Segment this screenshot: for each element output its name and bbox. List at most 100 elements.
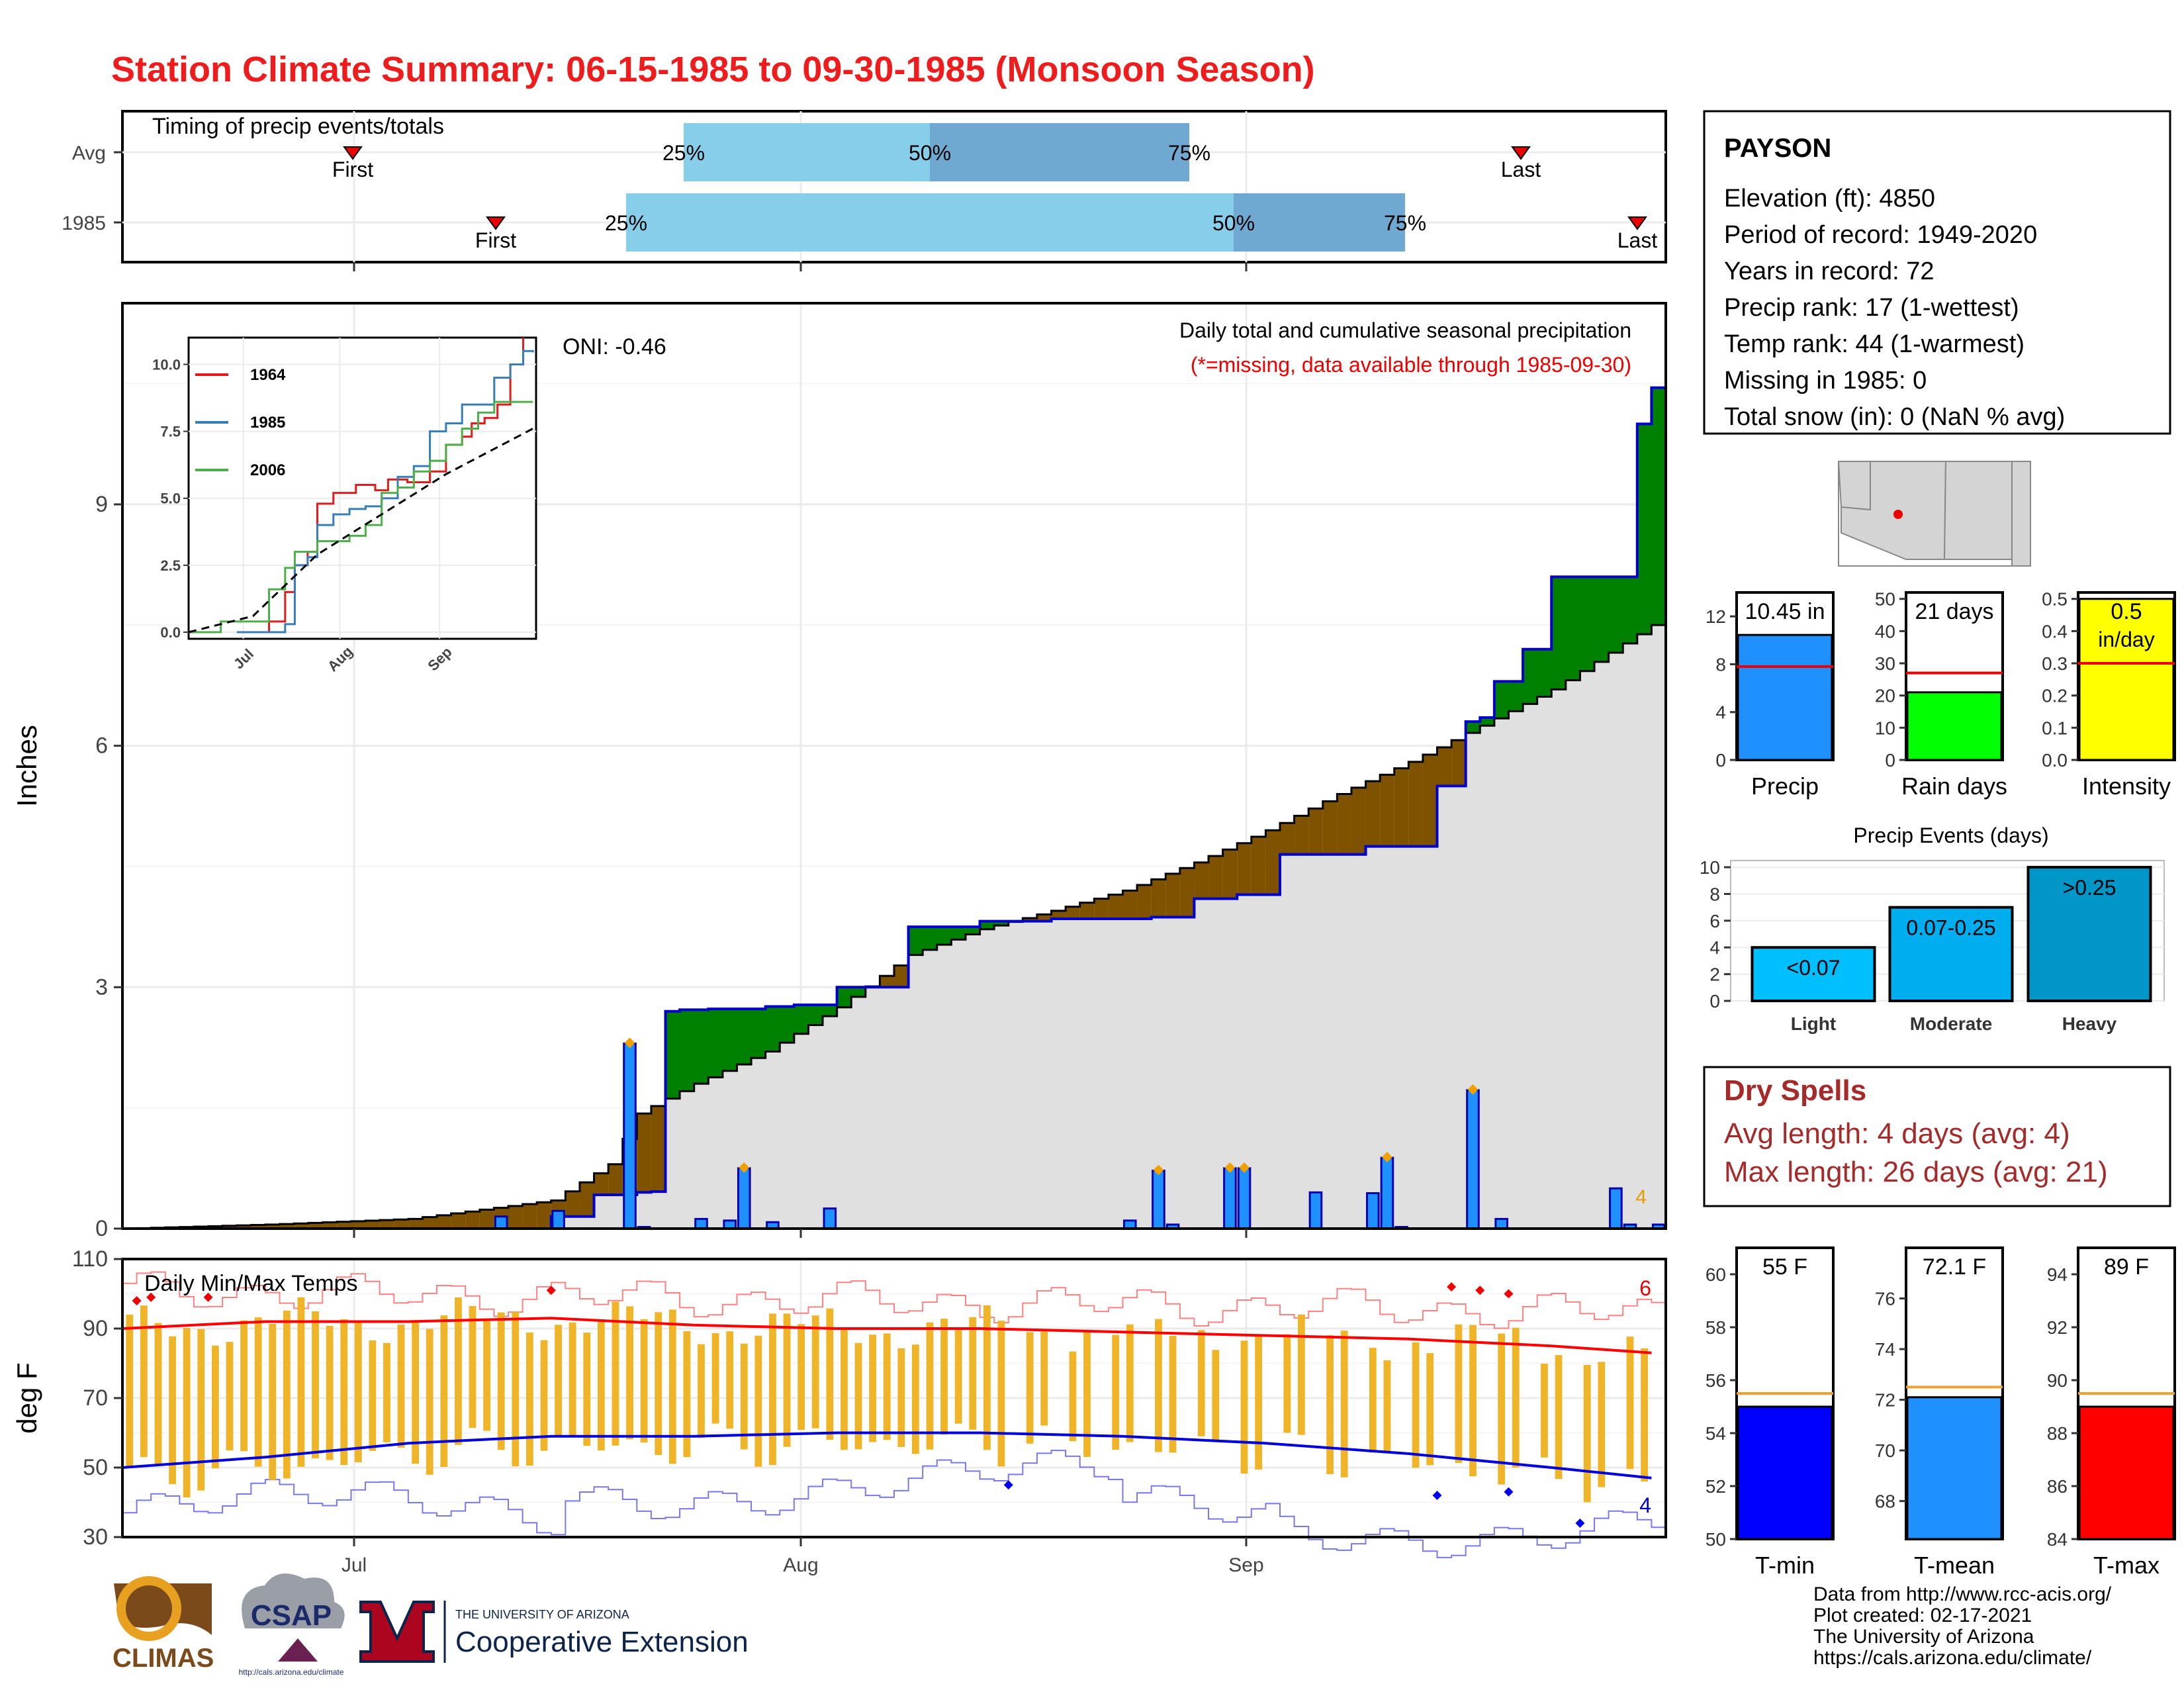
events-tick-label: 2 xyxy=(1709,964,1720,985)
summary-precip-tick-label: 8 xyxy=(1715,654,1726,675)
daily-precip-bar xyxy=(823,1207,837,1230)
daily-temp-range-bar xyxy=(469,1306,477,1429)
daily-temp-range-bar xyxy=(1326,1335,1334,1474)
station-info-box: PAYSON Elevation (ft): 4850 Period of re… xyxy=(1703,110,2171,435)
events-tick-label: 8 xyxy=(1709,884,1720,904)
daily-temp-range-bar xyxy=(1455,1324,1463,1464)
daily-temp-range-bar xyxy=(1626,1336,1634,1470)
avg-cumulative-column xyxy=(1036,914,1052,1229)
deficit-column xyxy=(1036,914,1052,921)
deficit-column xyxy=(1265,830,1281,895)
summary-intensity-tick-label: 0.2 xyxy=(2042,686,2068,706)
summary-intensity-value-label2: in/day xyxy=(2098,628,2154,651)
surplus-column xyxy=(1565,577,1581,680)
daily-temp-range-bar xyxy=(841,1327,848,1450)
avg-cumulative-column xyxy=(1008,921,1023,1229)
avg-cumulative-column xyxy=(894,965,909,1229)
temp-summary-bars: 50 52 54 56 58 60 55 F T-min 68 70 72 74 76 72.1 F T-m… xyxy=(1706,1246,2176,1579)
daily-temp-range-bar xyxy=(726,1331,734,1429)
avg-cumulative-column xyxy=(1051,910,1066,1229)
station-location-dot xyxy=(1893,510,1903,519)
oni-value: ONI: -0.46 xyxy=(563,334,666,359)
summary-intensity-value-bar xyxy=(2078,598,2175,761)
record-high-icon xyxy=(1475,1286,1485,1295)
avg-cumulative-column xyxy=(1637,634,1653,1229)
ua-coop-extension-logo: THE UNIVERSITY OF ARIZONA Cooperative Ex… xyxy=(359,1601,749,1663)
avg-first-marker-icon xyxy=(343,146,363,160)
station-info-frame xyxy=(1703,110,2171,435)
surplus-column xyxy=(1465,722,1480,733)
station-elevation: Elevation (ft): 4850 xyxy=(1724,185,1935,212)
events-tick-label: 6 xyxy=(1709,911,1720,931)
year-first-label: First xyxy=(475,228,516,252)
daily-temp-range-bar xyxy=(1383,1360,1391,1452)
precip-y-ticks: 0 3 6 9 xyxy=(95,492,122,1241)
deficit-column xyxy=(1422,754,1438,847)
surplus-column xyxy=(751,1009,766,1058)
avg-cumulative-column xyxy=(837,1007,852,1229)
avg-q50-q75-bar xyxy=(930,123,1189,181)
deficit-column xyxy=(537,1202,552,1229)
temp-t-mean-name-label: T-mean xyxy=(1914,1552,1995,1579)
deficit-column xyxy=(608,1164,623,1195)
daily-temp-range-bar xyxy=(297,1297,305,1467)
daily-temp-range-bar xyxy=(1541,1363,1548,1458)
daily-temp-range-bar xyxy=(426,1329,433,1475)
summary-bars: 0 4 8 12 10.45 in Precip 0 10 20 30 40 50 21 days Rai… xyxy=(1706,589,2176,800)
year-q50-label: 50% xyxy=(1212,211,1255,235)
deficit-column xyxy=(1337,794,1352,855)
surplus-column xyxy=(1594,577,1610,662)
precip-corner-count: 4 xyxy=(1635,1186,1647,1208)
precip-y-tick-label: 6 xyxy=(95,733,108,759)
deficit-column xyxy=(1351,787,1367,855)
avg-cumulative-column xyxy=(851,996,866,1229)
ua-block-a-icon xyxy=(359,1601,435,1663)
record-high-icon xyxy=(546,1286,556,1295)
inset-legend-label: 1964 xyxy=(250,366,286,384)
temp-y-tick-label: 50 xyxy=(83,1455,108,1480)
daily-temp-range-bar xyxy=(455,1297,462,1445)
deficit-column xyxy=(522,1204,537,1229)
temp-t-max-name-label: T-max xyxy=(2093,1552,2160,1579)
temp-x-tick-aug: Aug xyxy=(783,1554,818,1576)
record-max-envelope xyxy=(122,1271,1666,1329)
daily-temp-range-bar xyxy=(769,1313,776,1466)
temp-t-max-tick-label: 94 xyxy=(2047,1264,2068,1285)
inset-legend-label: 1985 xyxy=(250,414,285,432)
map-state-new-mexico xyxy=(1943,461,2013,560)
avg-cumulative-column xyxy=(1066,906,1081,1229)
daily-temp-range-bar xyxy=(512,1311,520,1467)
daily-precip-highlight-icon xyxy=(1224,1162,1236,1173)
summary-precip-value-label: 10.45 in xyxy=(1745,599,1825,624)
inset-legend: 1964 1985 2006 xyxy=(195,366,286,479)
summary-precip-value-bar xyxy=(1737,633,1833,761)
timing-row-avg-label: Avg xyxy=(72,142,106,164)
timing-label: Timing of precip events/totals xyxy=(152,114,444,139)
dry-spells-box: Dry Spells Avg length: 4 days (avg: 4) M… xyxy=(1703,1066,2171,1207)
deficit-column xyxy=(1437,747,1452,786)
daily-temp-range-bar xyxy=(540,1340,548,1451)
deficit-column xyxy=(1122,890,1138,919)
surplus-column xyxy=(994,921,1009,926)
daily-precip-highlight-icon xyxy=(1153,1164,1164,1176)
deficit-column xyxy=(1380,774,1395,847)
summary-intensity-tick-label: 0.0 xyxy=(2042,750,2068,771)
avg-tmax-line xyxy=(122,1317,1652,1354)
daily-temp-range-bar xyxy=(869,1335,877,1442)
daily-temp-range-bar xyxy=(497,1312,505,1450)
events-bar-label: 0.07-0.25 xyxy=(1906,916,1995,940)
daily-temp-range-bar xyxy=(140,1305,148,1458)
avg-cumulative-column xyxy=(1237,843,1252,1229)
avg-cumulative-column xyxy=(1208,856,1224,1229)
daily-temp-range-bar xyxy=(1283,1334,1291,1433)
daily-temp-range-bar xyxy=(1426,1353,1434,1466)
daily-temp-range-bar xyxy=(1583,1364,1591,1503)
avg-cumulative-column xyxy=(1608,652,1623,1229)
year-first-marker-icon xyxy=(486,216,506,230)
daily-temp-range-bar xyxy=(655,1312,662,1455)
daily-temp-range-bar xyxy=(126,1315,134,1468)
deficit-column xyxy=(1294,816,1309,855)
daily-temp-range-bar xyxy=(1112,1335,1120,1450)
record-high-icon xyxy=(132,1296,142,1305)
surplus-column xyxy=(1508,681,1524,712)
